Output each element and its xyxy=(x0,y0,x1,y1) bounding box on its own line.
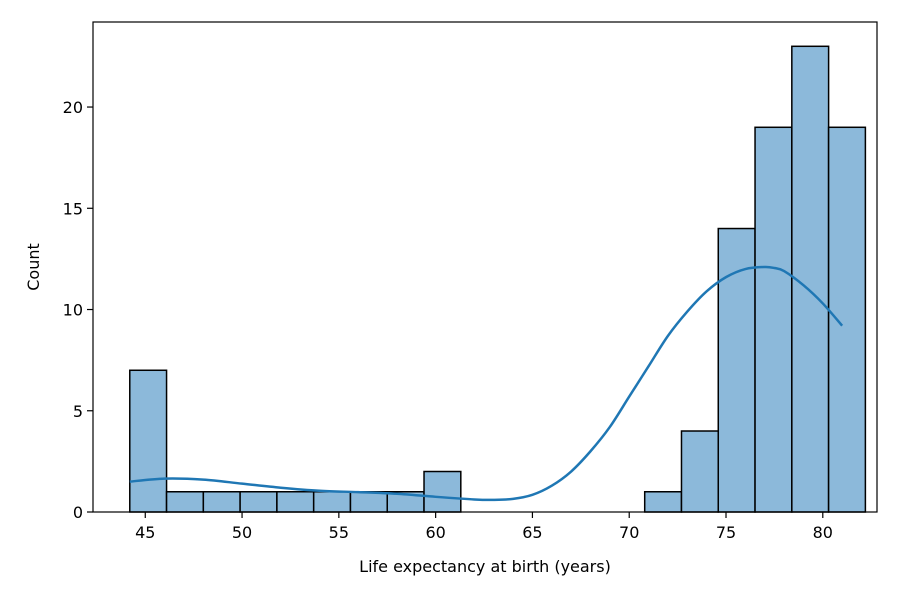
histogram-bar xyxy=(129,369,168,513)
x-tick-label: 75 xyxy=(716,523,736,542)
y-tick-label: 5 xyxy=(73,402,83,421)
x-tick-label: 60 xyxy=(425,523,445,542)
y-tick-label: 10 xyxy=(63,301,83,320)
histogram-bar xyxy=(680,430,720,513)
histogram-bar xyxy=(312,491,352,513)
y-tick-label: 0 xyxy=(73,503,83,522)
histogram-bar xyxy=(202,491,241,513)
histogram-bar xyxy=(165,491,205,513)
histogram-bar xyxy=(791,45,830,513)
histogram-bar xyxy=(754,126,793,513)
histogram-bar xyxy=(276,491,315,513)
y-axis-ticks: 0 5 10 15 20 xyxy=(63,98,93,522)
x-tick-label: 45 xyxy=(135,523,155,542)
y-tick-label: 15 xyxy=(63,199,83,218)
x-tick-label: 70 xyxy=(619,523,639,542)
histogram-bar xyxy=(717,227,756,513)
histogram-bar xyxy=(349,491,388,513)
y-axis-label: Count xyxy=(24,243,43,291)
histogram-bar xyxy=(423,470,462,513)
x-tick-label: 50 xyxy=(232,523,252,542)
kde-curve xyxy=(129,265,844,502)
x-tick-label: 65 xyxy=(522,523,542,542)
y-tick-label: 20 xyxy=(63,98,83,117)
histogram-bar xyxy=(239,491,278,513)
histogram-bar xyxy=(643,491,683,513)
histogram-bar xyxy=(827,126,867,513)
plot-frame xyxy=(92,21,878,513)
x-tick-label: 80 xyxy=(813,523,833,542)
x-tick-label: 55 xyxy=(329,523,349,542)
x-axis-label: Life expectancy at birth (years) xyxy=(359,557,611,576)
bars-layer xyxy=(129,45,867,513)
x-axis-ticks: 45 50 55 60 65 70 75 80 xyxy=(135,512,833,542)
